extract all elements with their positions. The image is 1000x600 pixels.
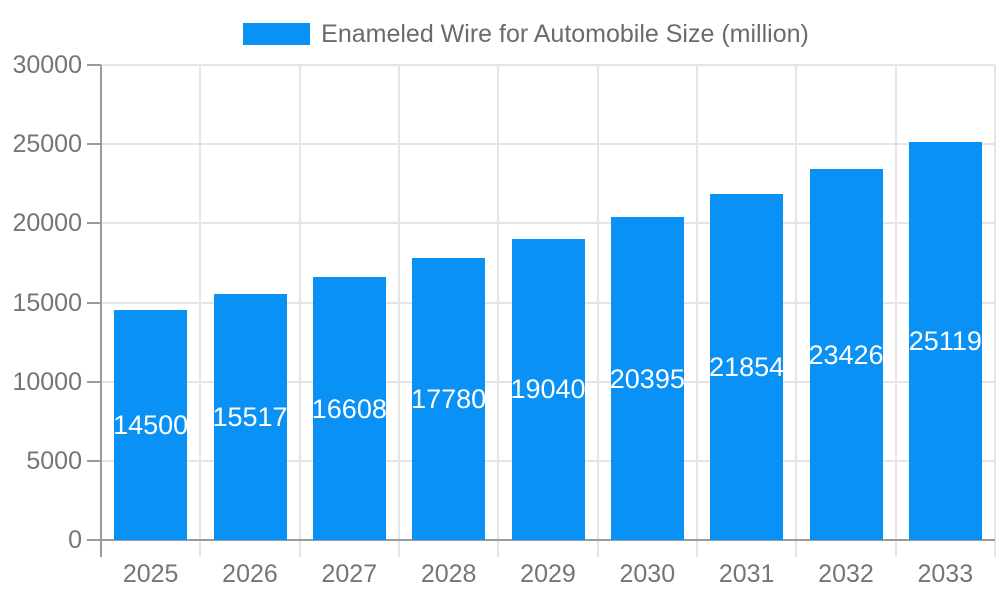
- bar-value-label: 15517: [212, 402, 288, 433]
- y-gridline: [101, 64, 995, 66]
- x-gridline: [994, 65, 996, 540]
- x-gridline: [696, 65, 698, 540]
- y-tick-label: 10000: [12, 367, 82, 396]
- bar: [710, 193, 784, 540]
- bar-value-label: 21854: [709, 351, 785, 382]
- x-gridline: [795, 65, 798, 540]
- bar-value-label: 20395: [609, 363, 685, 394]
- bar: [213, 294, 287, 540]
- y-tick-label: 30000: [12, 51, 82, 79]
- x-gridline: [894, 65, 897, 540]
- bar: [114, 310, 188, 540]
- x-tick-label: 2026: [222, 560, 278, 588]
- y-tick-label: 25000: [12, 130, 82, 159]
- chart-legend: Enameled Wire for Automobile Size (milli…: [26, 20, 1000, 48]
- y-tick-mark: [87, 222, 101, 225]
- x-tick-label: 2028: [420, 560, 477, 588]
- y-tick-mark: [87, 143, 101, 146]
- x-gridline: [596, 65, 599, 540]
- x-tick-label: 2030: [619, 560, 676, 588]
- x-tick-mark: [596, 540, 599, 557]
- x-tick-mark: [497, 540, 500, 557]
- y-tick-mark: [87, 301, 101, 304]
- legend-label: Enameled Wire for Automobile Size (milli…: [321, 20, 809, 48]
- x-tick-label: 2025: [122, 560, 179, 588]
- x-tick-label: 2031: [718, 560, 775, 588]
- bar-value-label: 14500: [113, 410, 189, 441]
- legend-swatch: [243, 23, 311, 45]
- x-gridline: [298, 65, 301, 540]
- bar: [610, 217, 684, 540]
- x-tick-label: 2027: [321, 560, 378, 588]
- x-tick-label: 2033: [917, 560, 974, 588]
- x-tick-mark: [894, 540, 897, 557]
- bar: [511, 238, 585, 540]
- x-tick-mark: [199, 540, 202, 557]
- y-tick-mark: [87, 64, 101, 66]
- x-gridline: [398, 65, 400, 540]
- x-tick-mark: [298, 540, 301, 557]
- bar-value-label: 19040: [510, 374, 586, 405]
- x-tick-label: 2032: [818, 560, 874, 588]
- x-tick-mark: [994, 540, 996, 557]
- y-tick-mark: [87, 459, 101, 462]
- x-tick-mark: [398, 540, 400, 557]
- bar: [809, 169, 883, 540]
- x-tick-mark: [696, 540, 698, 557]
- y-tick-label: 20000: [12, 209, 82, 238]
- y-axis-line: [99, 65, 102, 557]
- x-gridline: [199, 65, 202, 540]
- bar-value-label: 17780: [411, 384, 487, 415]
- bar-value-label: 25119: [908, 326, 982, 357]
- x-tick-mark: [795, 540, 798, 557]
- y-tick-label: 5000: [26, 446, 82, 475]
- bar: [908, 142, 982, 540]
- y-gridline: [101, 143, 995, 146]
- x-tick-label: 2029: [520, 560, 576, 588]
- bar: [312, 277, 386, 540]
- y-gridline: [101, 222, 995, 225]
- y-tick-label: 15000: [12, 288, 82, 317]
- y-tick-label: 0: [68, 526, 82, 554]
- x-gridline: [497, 65, 500, 540]
- bar: [412, 258, 486, 540]
- bar-value-label: 16608: [311, 393, 387, 424]
- bar-value-label: 23426: [808, 339, 884, 370]
- y-tick-mark: [87, 380, 101, 383]
